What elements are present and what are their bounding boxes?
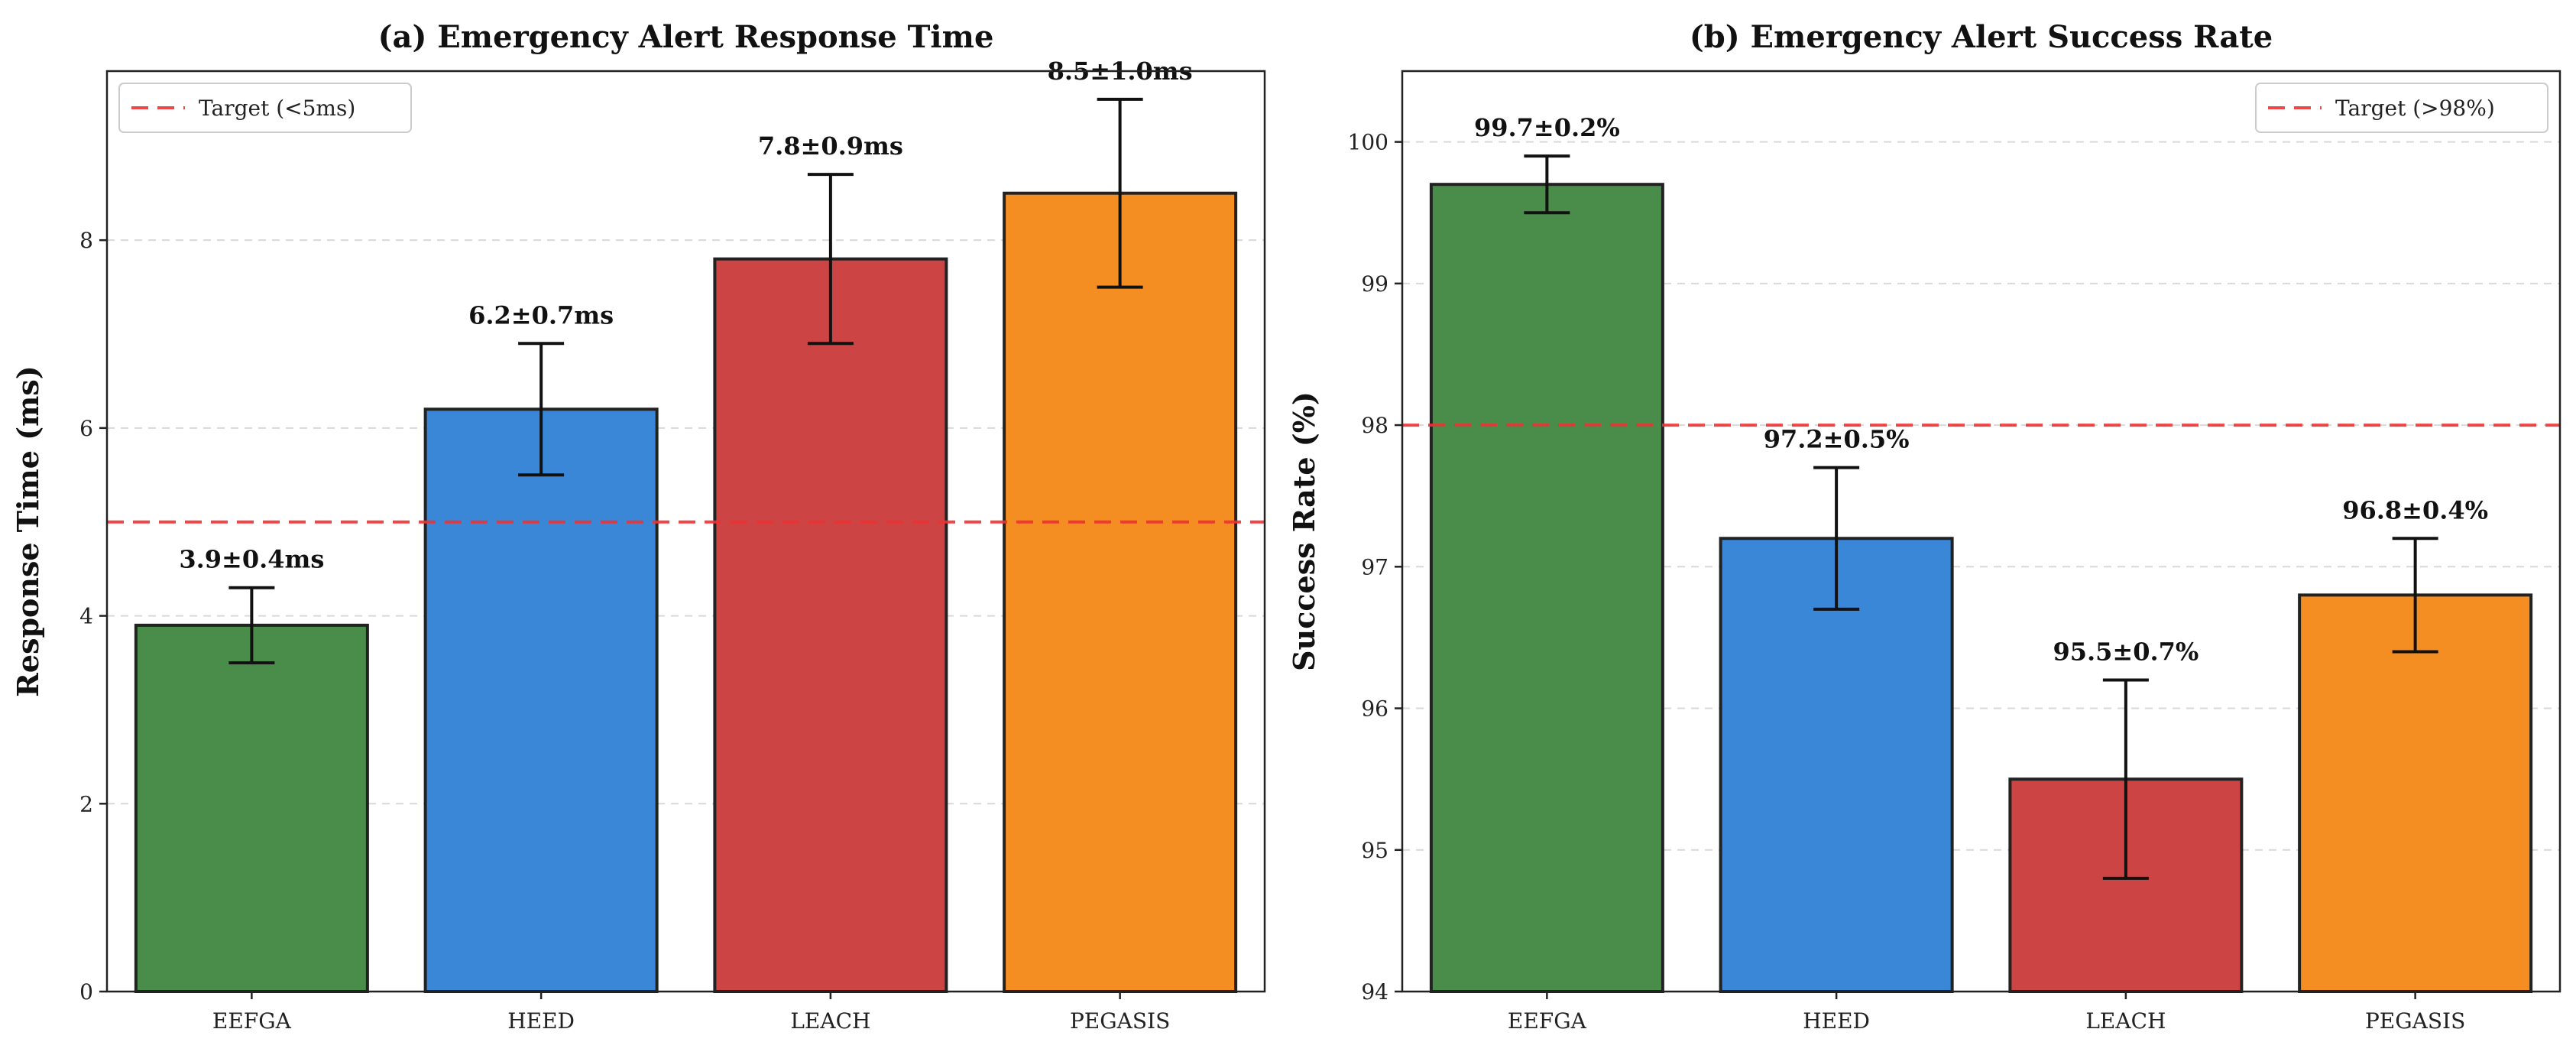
chart-a-bar-leach xyxy=(713,257,948,993)
chart-b-ytick-label: 97 xyxy=(1361,554,1388,579)
chart-b-errorbar-eefga xyxy=(1524,154,1570,215)
chart-b-ytick-label: 96 xyxy=(1361,696,1388,722)
chart-b-xtick-label-pegasis: PEGASIS xyxy=(2365,1008,2465,1034)
chart-a-ytick-label: 8 xyxy=(79,228,93,253)
chart-a-bar-heed xyxy=(423,407,659,993)
chart-a-axes-frame xyxy=(105,70,1266,993)
chart-b-legend-label: Target (>98%) xyxy=(2335,96,2495,121)
chart-a-ylabel: Response Time (ms) xyxy=(11,365,45,696)
chart-a-xtick-label-leach: LEACH xyxy=(790,1008,870,1034)
chart-b-ytick-label: 94 xyxy=(1361,979,1388,1005)
chart-a-ytick-label: 4 xyxy=(79,604,93,629)
chart-b-errorbar-pegasis xyxy=(2392,537,2438,654)
chart-success-rate: (b) Emergency Alert Success Rate Success… xyxy=(1287,19,2561,1034)
chart-a-value-label-eefga: 3.9±0.4ms xyxy=(179,545,324,574)
chart-b-value-label-pegasis: 96.8±0.4% xyxy=(2342,495,2488,524)
chart-b-bar-heed xyxy=(1719,537,1954,993)
chart-a-errorbar-leach xyxy=(807,173,854,346)
chart-a-legend-label: Target (<5ms) xyxy=(199,96,355,121)
chart-a-ytick-label: 0 xyxy=(79,979,93,1005)
chart-b-bar-eefga xyxy=(1429,183,1664,994)
chart-b-ytick-label: 98 xyxy=(1361,413,1388,438)
chart-a-xtick-label-pegasis: PEGASIS xyxy=(1070,1008,1170,1034)
chart-a-bar-pegasis xyxy=(1003,191,1238,994)
chart-b-errorbar-leach xyxy=(2102,678,2149,880)
chart-a-xtick-label-eefga: EEFGA xyxy=(212,1008,292,1034)
chart-response-time: (a) Emergency Alert Response Time Respon… xyxy=(11,19,1266,1034)
chart-b-ytick-label: 95 xyxy=(1361,838,1388,863)
chart-b-axes-frame xyxy=(1401,70,2561,993)
chart-a-ytick-label: 2 xyxy=(79,791,93,816)
chart-b-value-label-eefga: 99.7±0.2% xyxy=(1474,113,1620,142)
chart-b-ytick-label: 99 xyxy=(1361,271,1388,297)
chart-b-errorbar-heed xyxy=(1813,466,1860,611)
chart-a-title: (a) Emergency Alert Response Time xyxy=(378,19,994,55)
chart-b-ylabel: Success Rate (%) xyxy=(1287,391,1321,671)
chart-b-title: (b) Emergency Alert Success Rate xyxy=(1690,19,2273,55)
chart-b-bar-pegasis xyxy=(2298,593,2533,993)
chart-b-value-label-heed: 97.2±0.5% xyxy=(1764,425,1910,454)
chart-b-xtick-label-eefga: EEFGA xyxy=(1508,1008,1587,1034)
chart-b-ytick-label: 100 xyxy=(1348,130,1388,155)
chart-a-value-label-leach: 7.8±0.9ms xyxy=(758,131,903,161)
chart-a-errorbar-heed xyxy=(518,342,565,477)
chart-b-xtick-label-leach: LEACH xyxy=(2085,1008,2166,1034)
chart-a-legend: Target (<5ms) xyxy=(118,83,412,133)
chart-b-legend: Target (>98%) xyxy=(2255,83,2548,133)
chart-a-errorbar-pegasis xyxy=(1097,97,1143,289)
chart-a-ytick-label: 6 xyxy=(79,416,93,441)
chart-a-value-label-heed: 6.2±0.7ms xyxy=(468,300,614,329)
chart-a-xtick-label-heed: HEED xyxy=(507,1008,575,1034)
chart-a-bar-eefga xyxy=(134,623,369,993)
chart-b-xtick-label-heed: HEED xyxy=(1803,1008,1870,1034)
chart-b-value-label-leach: 95.5±0.7% xyxy=(2053,637,2199,666)
chart-a-errorbar-eefga xyxy=(228,586,275,664)
